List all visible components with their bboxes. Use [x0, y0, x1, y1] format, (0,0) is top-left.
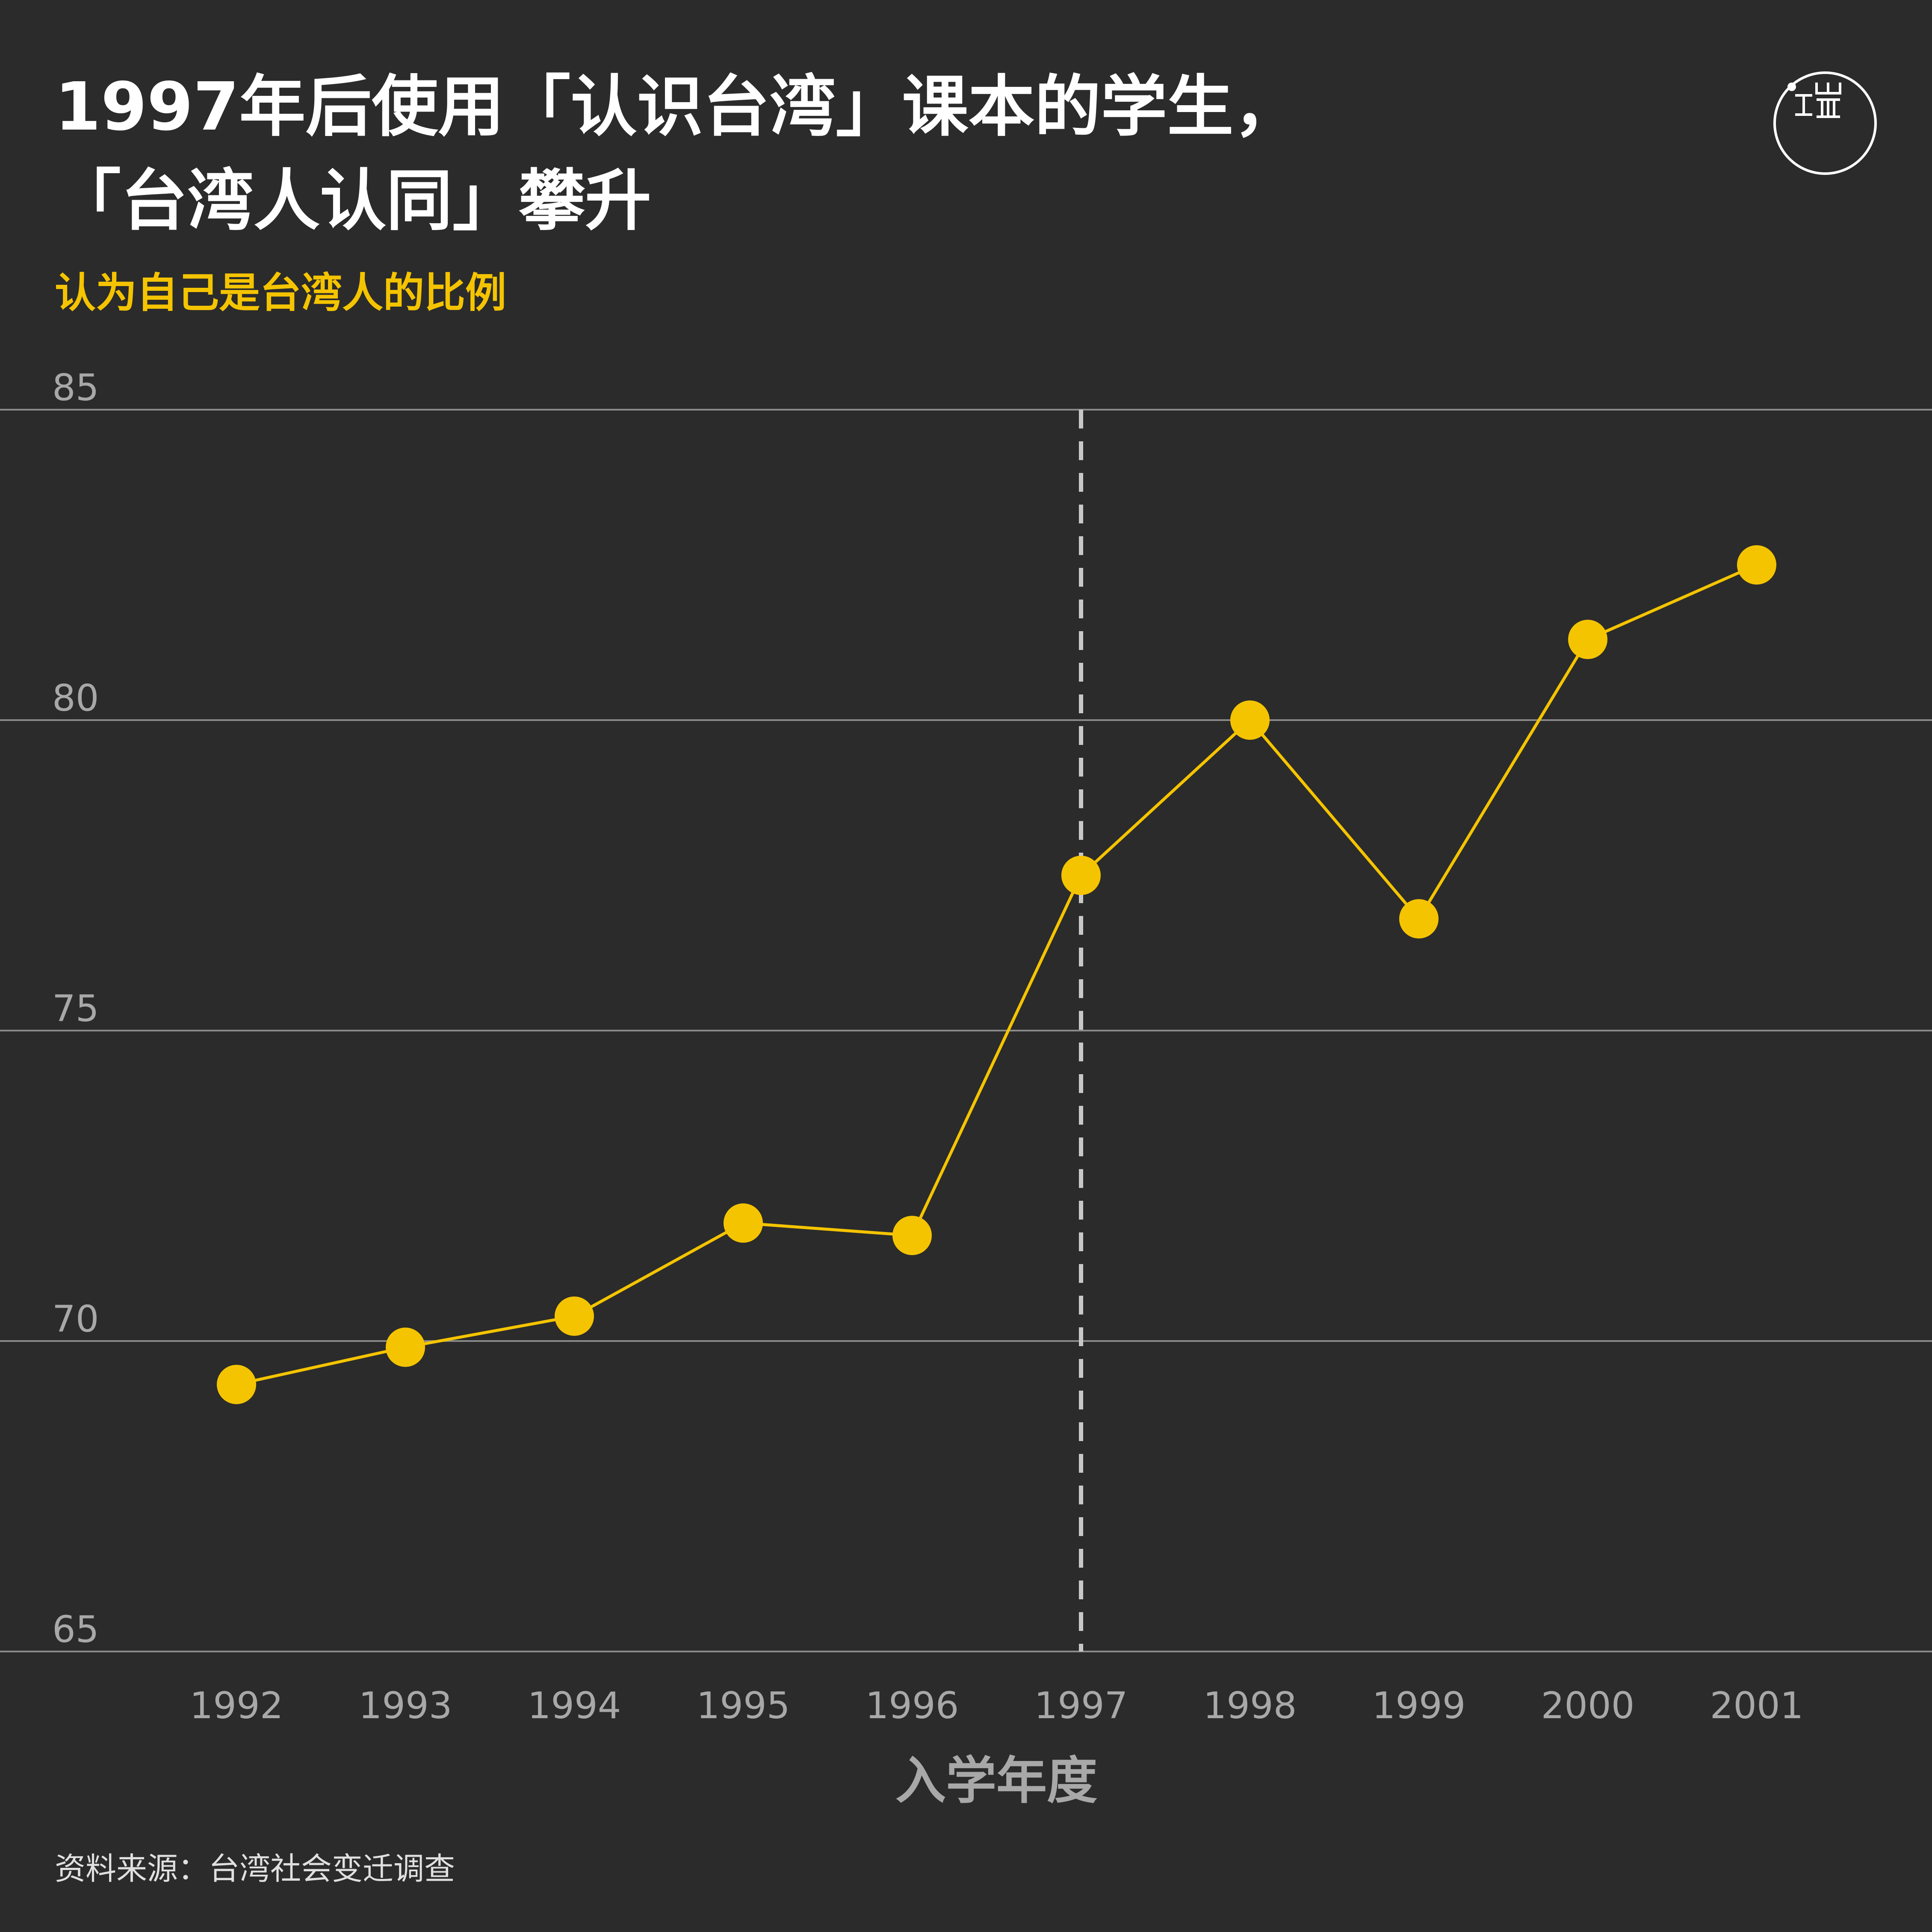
x-tick-label-1993: 1993	[359, 1684, 452, 1727]
series-group	[217, 545, 1776, 1404]
data-point-1998	[1230, 700, 1270, 740]
x-tick-label-2001: 2001	[1710, 1684, 1804, 1727]
x-tick-label-1997: 1997	[1034, 1684, 1128, 1727]
data-point-2000	[1568, 620, 1607, 659]
data-point-1999	[1399, 899, 1439, 939]
chart-title-line-2: 「台湾人认同」攀升	[55, 162, 651, 239]
data-point-1996	[892, 1216, 932, 1256]
data-point-2001	[1737, 545, 1776, 585]
y-tick-labels: 65 70 75 80 85	[52, 366, 99, 1651]
grid-lines	[0, 409, 1932, 1652]
y-tick-label-65: 65	[52, 1608, 99, 1651]
chart-title: 1997年后使用「认识台湾」课本的学生， 「台湾人认同」攀升	[55, 60, 1594, 248]
x-axis-title: 入学年度	[895, 1751, 1097, 1810]
y-axis-label: 认为自己是台湾人的比例	[55, 269, 506, 317]
x-tick-labels: 1992 1993 1994 1995 1996 1997 1998 1999 2000 2001	[190, 1684, 1804, 1727]
y-tick-label-75: 75	[52, 987, 99, 1030]
logo-graphic	[1773, 71, 1877, 175]
data-point-1993	[386, 1327, 425, 1367]
x-tick-label-1994: 1994	[528, 1684, 621, 1727]
x-tick-label-2000: 2000	[1541, 1684, 1635, 1727]
x-tick-label-1995: 1995	[697, 1684, 790, 1727]
series-line-0	[236, 563, 1758, 1386]
source-note: 资料来源：台湾社会变迁调查	[55, 1851, 455, 1887]
y-tick-label-70: 70	[52, 1298, 99, 1341]
x-tick-label-1998: 1998	[1203, 1684, 1297, 1727]
data-point-1997	[1061, 856, 1101, 895]
x-tick-label-1996: 1996	[866, 1684, 959, 1727]
chart-title-line-1: 1997年后使用「认识台湾」课本的学生，	[55, 68, 1300, 145]
x-tick-label-1999: 1999	[1372, 1684, 1466, 1727]
data-point-1995	[724, 1203, 763, 1243]
data-point-1992	[217, 1365, 256, 1404]
data-point-1994	[555, 1296, 594, 1336]
theinitium-logo-icon	[1772, 70, 1879, 177]
y-tick-label-85: 85	[52, 366, 99, 409]
y-tick-label-80: 80	[52, 677, 99, 720]
x-tick-label-1992: 1992	[190, 1684, 284, 1727]
